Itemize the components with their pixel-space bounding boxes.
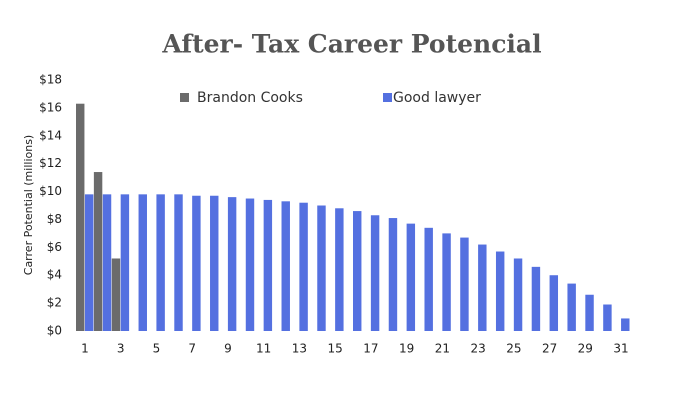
bar [567,283,576,331]
x-tick-label: 31 [613,342,628,356]
bar [120,194,130,331]
y-axis-label: Carrer Potential (millions) [22,135,35,275]
y-tick-label: $18 [39,73,62,87]
x-tick-label: 5 [153,342,161,356]
bar [460,237,469,331]
y-tick-label: $0 [47,324,62,338]
bar [513,258,523,331]
y-tick-label: $14 [39,128,62,142]
x-tick-label: 13 [292,342,307,356]
bar [603,304,612,331]
bar [93,172,103,331]
bar [174,194,183,331]
legend-swatch [180,93,189,102]
x-tick-label: 29 [578,342,593,356]
x-tick-label: 3 [117,342,125,356]
legend-label: Brandon Cooks [197,90,303,106]
bar [388,218,398,331]
bar [478,244,487,331]
bar [227,197,237,331]
y-tick-label: $6 [47,240,62,254]
bar [84,194,94,331]
bar [370,215,380,331]
y-tick-label: $12 [39,156,62,170]
x-tick-label: 1 [81,342,89,356]
legend-swatch [383,93,392,102]
bar [76,103,85,331]
bar [424,227,433,331]
legend-label: Good lawyer [393,90,481,106]
bar [192,195,201,331]
bar [353,211,362,331]
bar [138,194,147,331]
x-tick-label: 11 [256,342,271,356]
bar [156,194,165,331]
bar [531,266,541,331]
y-tick-label: $10 [39,184,62,198]
y-tick-label: $8 [47,212,62,226]
y-tick-label: $4 [47,268,62,282]
bar [585,294,594,331]
y-tick-label: $2 [47,296,62,310]
bar [621,318,630,331]
bar [111,258,121,331]
x-tick-label: 27 [542,342,557,356]
x-tick-label: 21 [435,342,450,356]
bar [263,199,273,331]
bar [442,233,451,331]
bar [335,208,344,331]
x-tick-label: 19 [399,342,414,356]
bar [245,198,255,331]
bar [102,194,112,331]
bar [281,201,290,331]
bar [317,205,326,331]
bar [210,195,219,331]
x-tick-label: 7 [188,342,196,356]
bar [549,275,559,331]
x-tick-label: 25 [506,342,521,356]
bar [495,251,505,331]
bar [406,223,416,331]
x-tick-label: 23 [470,342,485,356]
x-tick-label: 15 [327,342,342,356]
bar [299,202,308,331]
y-tick-label: $16 [39,100,62,114]
x-tick-label: 17 [363,342,378,356]
x-tick-label: 9 [224,342,232,356]
chart-title: After- Tax Career Potencial [161,30,541,59]
